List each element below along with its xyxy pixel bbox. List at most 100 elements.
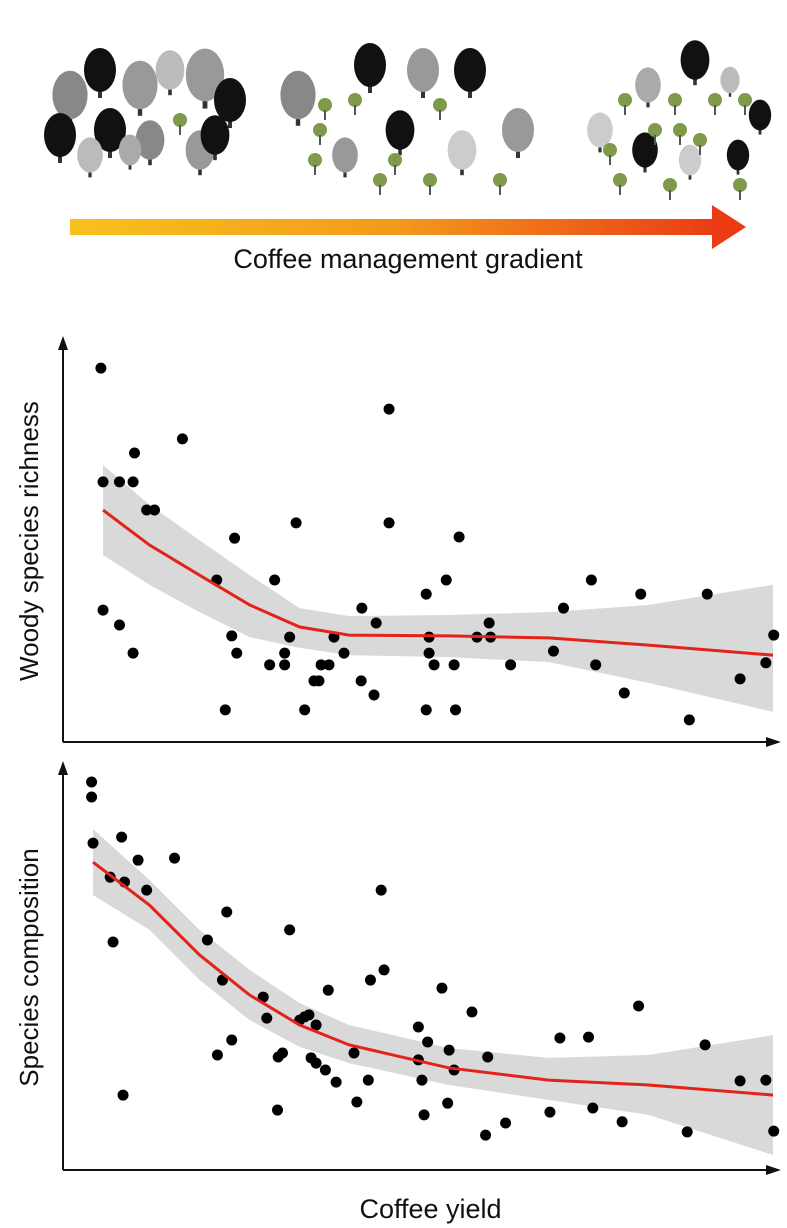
shrub-stem: [669, 190, 671, 200]
coffee-shrub: [693, 133, 707, 147]
data-point: [453, 531, 465, 543]
data-point: [364, 974, 376, 986]
data-point: [683, 714, 695, 726]
data-point: [383, 403, 395, 415]
data-point: [558, 602, 569, 614]
coffee-shrub: [308, 153, 322, 167]
coffee-shrub: [433, 98, 447, 112]
data-point: [269, 574, 281, 586]
data-point: [97, 604, 109, 616]
data-point: [420, 588, 432, 600]
tree-crown: [587, 112, 613, 148]
data-point: [500, 1117, 512, 1129]
coffee-shrub: [618, 93, 632, 107]
data-point: [362, 1074, 374, 1086]
data-point: [442, 1097, 454, 1109]
data-point: [585, 574, 597, 586]
tree-crown: [635, 67, 661, 103]
tree-crown: [502, 108, 534, 152]
shrub-stem: [714, 105, 716, 115]
shrub-stem: [314, 165, 316, 175]
data-point: [760, 1074, 772, 1086]
confidence-band: [93, 828, 773, 1156]
data-point: [290, 517, 302, 529]
tree-crown: [447, 130, 477, 170]
coffee-shrub: [738, 93, 752, 107]
shrub-stem: [379, 185, 381, 195]
data-point: [87, 837, 99, 849]
data-point: [635, 588, 647, 600]
data-point: [370, 617, 382, 629]
shrub-stem: [654, 135, 656, 145]
data-point: [681, 1126, 693, 1138]
data-point: [412, 1021, 424, 1033]
data-point: [760, 657, 772, 669]
tree-crown: [52, 70, 88, 120]
data-point: [375, 884, 387, 896]
shrub-stem: [499, 185, 501, 195]
coffee-shrub: [313, 123, 327, 137]
data-point: [231, 647, 243, 659]
coffee-shrub: [648, 123, 662, 137]
data-point: [219, 704, 231, 716]
data-point: [418, 1109, 430, 1121]
coffee-shrub: [603, 143, 617, 157]
data-point: [480, 1129, 492, 1141]
data-point: [279, 647, 291, 659]
data-point: [420, 704, 432, 716]
coffee-shrub: [668, 93, 682, 107]
data-point: [97, 476, 109, 488]
shrub-stem: [319, 135, 321, 145]
data-point: [734, 1075, 746, 1087]
data-point: [113, 476, 125, 488]
shrub-stem: [179, 125, 181, 135]
data-point: [229, 532, 241, 544]
tree-crown: [280, 70, 316, 120]
data-point: [482, 1051, 494, 1063]
coffee-shrub: [318, 98, 332, 112]
data-point: [86, 791, 98, 803]
shrub-stem: [354, 105, 356, 115]
data-point: [547, 645, 559, 657]
shrub-stem: [609, 155, 611, 165]
tree-crown: [155, 50, 185, 90]
data-point: [440, 574, 452, 586]
data-point: [443, 1044, 455, 1056]
tree-crown: [632, 132, 658, 168]
data-point: [701, 588, 713, 600]
tree-crown: [135, 120, 165, 160]
shrub-stem: [619, 185, 621, 195]
data-point: [483, 617, 495, 629]
data-point: [107, 936, 119, 948]
data-point: [323, 659, 335, 671]
coffee-shrub: [348, 93, 362, 107]
gradient-arrow-head: [712, 205, 746, 249]
y-axis-label: Woody species richness: [14, 401, 44, 681]
y-axis-label: Species composition: [14, 848, 44, 1086]
data-point: [734, 673, 746, 685]
data-point: [221, 906, 233, 918]
data-point: [129, 447, 140, 459]
data-point: [86, 776, 98, 788]
shrub-stem: [624, 105, 626, 115]
data-point: [264, 659, 276, 671]
coffee-shrub: [663, 178, 677, 192]
data-point: [299, 704, 311, 716]
data-point: [422, 1036, 434, 1048]
tree-crown: [200, 115, 230, 155]
tree-crown: [407, 48, 439, 92]
data-point: [284, 924, 296, 936]
coffee-shrub: [733, 178, 747, 192]
data-point: [127, 476, 139, 488]
data-point: [279, 659, 291, 671]
shrub-stem: [439, 110, 441, 120]
y-axis-arrow: [58, 336, 68, 350]
data-point: [768, 1125, 780, 1137]
data-point: [315, 659, 327, 671]
data-point: [201, 934, 213, 946]
data-point: [351, 1096, 363, 1108]
data-point: [378, 964, 390, 976]
data-point: [303, 1009, 315, 1021]
coffee-shrub: [173, 113, 187, 127]
tree-crown: [84, 48, 116, 92]
